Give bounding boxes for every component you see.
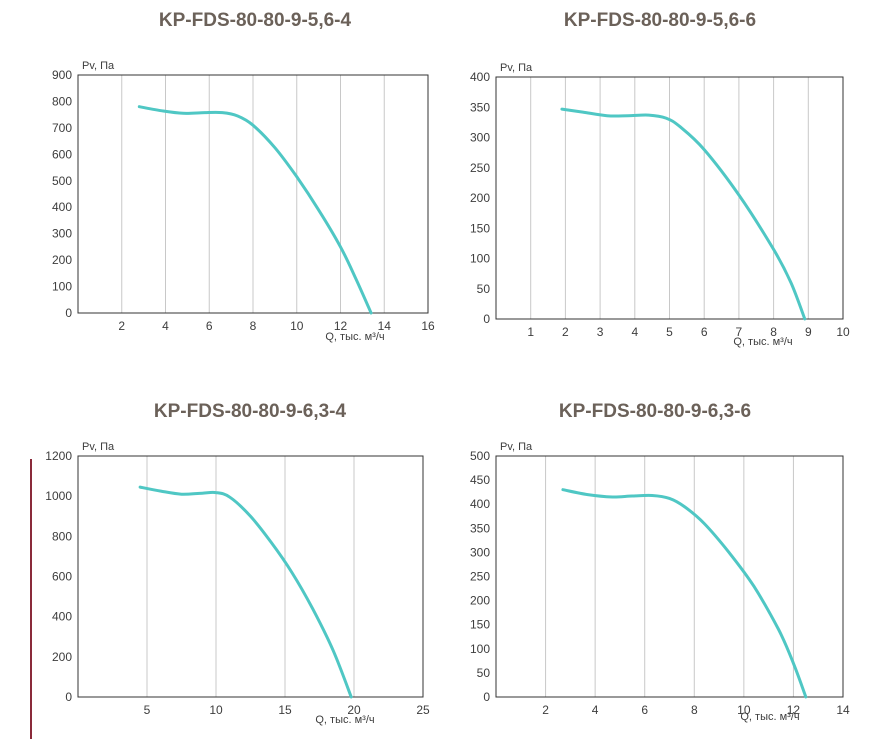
y-tick-label: 0 [65, 306, 72, 320]
y-tick-label: 400 [52, 200, 72, 214]
y-tick-label: 50 [477, 666, 491, 680]
accent-line [30, 459, 32, 739]
plot-frame [495, 76, 844, 320]
y-tick-label: 200 [470, 191, 490, 205]
y-tick-label: 400 [52, 610, 72, 624]
x-tick-label: 9 [805, 325, 812, 339]
plot-frame [77, 74, 429, 314]
y-axis-label: Pv, Па [500, 441, 533, 453]
y-tick-label: 500 [470, 449, 490, 463]
x-tick-label: 6 [701, 325, 708, 339]
y-tick-label: 500 [52, 174, 72, 188]
x-tick-label: 16 [421, 319, 435, 333]
x-tick-label: 10 [290, 319, 304, 333]
x-tick-label: 4 [592, 703, 599, 717]
y-tick-label: 200 [52, 650, 72, 664]
chart-title: KP-FDS-80-80-9-6,3-4 [153, 401, 347, 422]
y-axis-label: Pv, Па [82, 441, 115, 453]
x-tick-label: 1 [527, 325, 534, 339]
y-tick-label: 1000 [45, 489, 72, 503]
y-tick-label: 300 [470, 131, 490, 145]
y-tick-label: 600 [52, 570, 72, 584]
y-tick-label: 350 [470, 100, 490, 114]
y-tick-label: 300 [470, 545, 490, 559]
x-axis-label: Q, тыс. м³/ч [315, 714, 374, 726]
y-tick-label: 0 [483, 312, 490, 326]
x-tick-label: 5 [144, 703, 151, 717]
y-tick-label: 600 [52, 147, 72, 161]
x-tick-label: 2 [562, 325, 569, 339]
y-axis-label: Pv, Па [500, 62, 533, 74]
x-tick-label: 4 [631, 325, 638, 339]
y-tick-label: 150 [470, 618, 490, 632]
x-tick-label: 15 [278, 703, 292, 717]
y-tick-label: 400 [470, 497, 490, 511]
x-tick-label: 2 [118, 319, 125, 333]
x-tick-label: 10 [209, 703, 223, 717]
x-tick-label: 14 [378, 319, 392, 333]
y-tick-label: 100 [52, 280, 72, 294]
x-tick-label: 6 [206, 319, 213, 333]
y-tick-label: 250 [470, 570, 490, 584]
y-tick-label: 800 [52, 94, 72, 108]
chart-title: KP-FDS-80-80-9-6,3-6 [558, 401, 752, 422]
x-tick-label: 3 [597, 325, 604, 339]
x-tick-label: 10 [836, 325, 850, 339]
y-tick-label: 0 [65, 690, 72, 704]
x-axis-label: Q, тыс. м³/ч [740, 711, 799, 723]
plot-frame [77, 455, 424, 698]
y-tick-label: 0 [483, 690, 490, 704]
x-tick-label: 4 [162, 319, 169, 333]
y-axis-label: Pv, Па [82, 60, 115, 72]
chart-title: KP-FDS-80-80-9-5,6-6 [563, 10, 757, 31]
x-tick-label: 12 [787, 703, 801, 717]
x-axis-label: Q, тыс. м³/ч [733, 336, 792, 348]
y-tick-label: 900 [52, 68, 72, 82]
x-tick-label: 6 [641, 703, 648, 717]
x-tick-label: 20 [347, 703, 361, 717]
y-tick-label: 100 [470, 252, 490, 266]
x-tick-label: 7 [736, 325, 743, 339]
y-tick-label: 50 [477, 282, 491, 296]
y-tick-label: 1200 [45, 449, 72, 463]
series-line [560, 107, 807, 321]
x-tick-label: 14 [836, 703, 850, 717]
x-tick-label: 5 [666, 325, 673, 339]
series-line [561, 488, 808, 699]
y-tick-label: 800 [52, 529, 72, 543]
y-tick-label: 700 [52, 121, 72, 135]
series-line [138, 485, 353, 699]
x-tick-label: 8 [691, 703, 698, 717]
x-tick-label: 12 [334, 319, 348, 333]
series-line [137, 105, 373, 315]
y-tick-label: 350 [470, 521, 490, 535]
y-tick-label: 300 [52, 227, 72, 241]
y-tick-label: 250 [470, 161, 490, 175]
x-axis-label: Q, тыс. м³/ч [325, 331, 384, 343]
x-tick-label: 2 [542, 703, 549, 717]
y-tick-label: 450 [470, 473, 490, 487]
y-tick-label: 150 [470, 221, 490, 235]
y-tick-label: 100 [470, 642, 490, 656]
y-tick-label: 200 [52, 253, 72, 267]
x-tick-label: 8 [770, 325, 777, 339]
x-tick-label: 10 [737, 703, 751, 717]
y-tick-label: 200 [470, 594, 490, 608]
y-tick-label: 400 [470, 70, 490, 84]
chart-title: KP-FDS-80-80-9-5,6-4 [158, 10, 352, 31]
x-tick-label: 25 [416, 703, 430, 717]
plot-frame [495, 455, 844, 698]
x-tick-label: 8 [250, 319, 257, 333]
